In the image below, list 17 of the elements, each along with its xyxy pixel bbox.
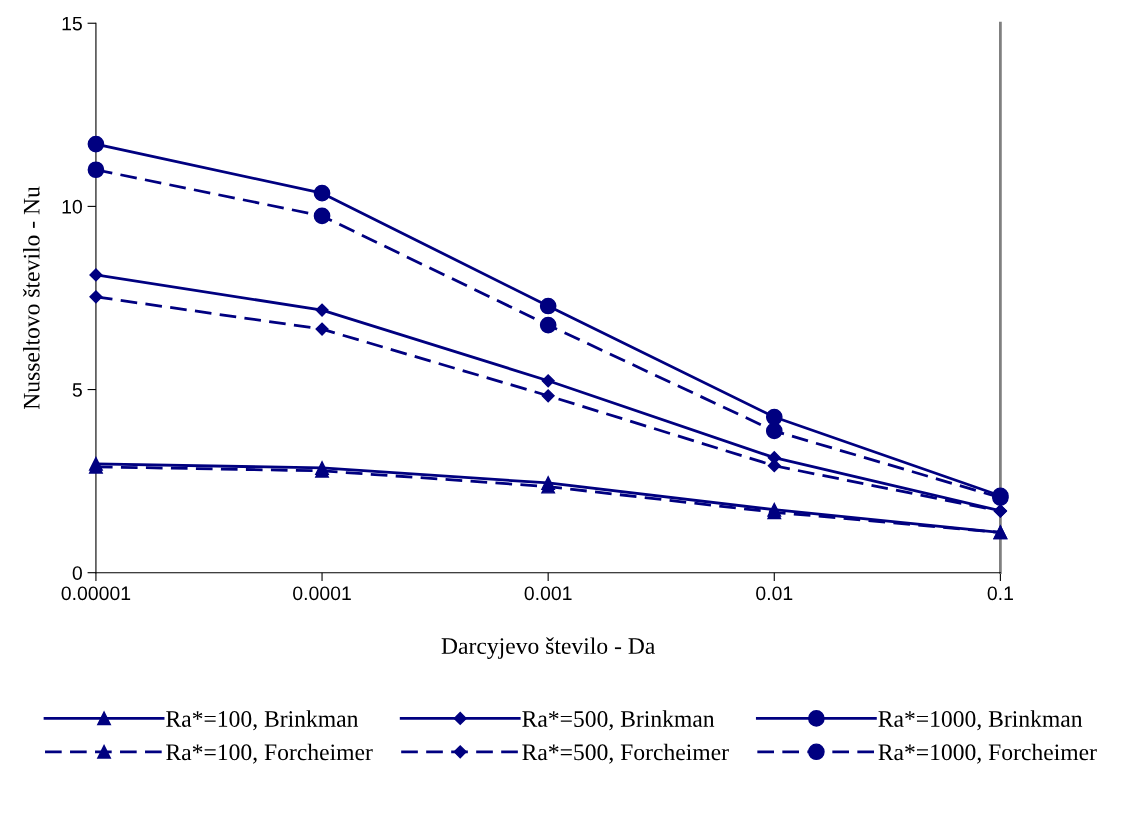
x-tick-label: 0.0001 (293, 586, 351, 601)
legend-label: Ra*=500, Brinkman (522, 710, 715, 731)
x-tick-label: 0.00001 (61, 586, 131, 601)
legend-label: Ra*=100, Forcheimer (166, 743, 373, 764)
x-tick-label: 0.001 (524, 586, 572, 601)
x-tick-label: 0.01 (756, 586, 793, 601)
y-axis-title: Nusseltovo število - Nu (22, 186, 40, 410)
legend-label: Ra*=1000, Brinkman (878, 710, 1083, 731)
legend-label: Ra*=1000, Forcheimer (878, 743, 1097, 764)
legend-label: Ra*=100, Brinkman (166, 710, 359, 731)
y-tick-label: 15 (62, 16, 82, 31)
x-tick-label: 0.1 (987, 586, 1013, 601)
y-tick-label: 5 (72, 383, 82, 397)
legend-label: Ra*=500, Forcheimer (522, 743, 729, 764)
y-tick-label: 10 (62, 199, 82, 214)
y-tick-label: 0 (72, 566, 82, 580)
x-axis-title: Darcyjevo število - Da (441, 637, 656, 659)
